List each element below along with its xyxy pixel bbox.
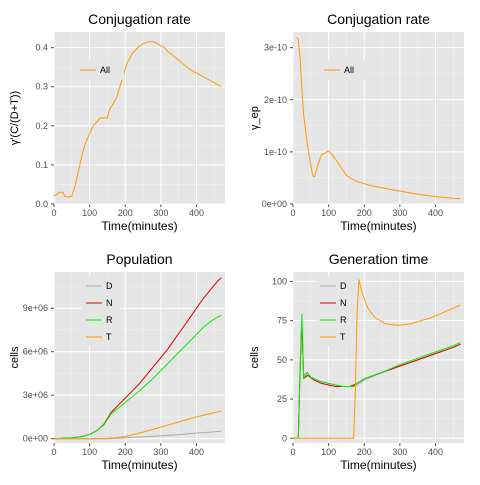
y-tick-label: 3e-10	[264, 43, 287, 53]
legend-label: T	[106, 332, 112, 342]
x-tick-label: 200	[118, 447, 133, 457]
y-tick-label: 0.3	[35, 82, 48, 92]
series-line-t	[54, 410, 222, 440]
legend-box	[76, 60, 124, 80]
y-axis-label: cells	[9, 346, 21, 369]
y-tick-label: 75	[277, 316, 287, 326]
x-tick-label: 0	[290, 208, 295, 218]
legend-label: D	[106, 281, 113, 291]
x-tick-label: 200	[357, 447, 372, 457]
x-axis-label: Time(minutes)	[101, 458, 177, 472]
x-tick-label: 100	[321, 447, 336, 457]
y-tick-label: 0	[282, 433, 287, 443]
x-axis-label: Time(minutes)	[340, 219, 416, 233]
plot-background	[54, 32, 225, 204]
chart-panel-4: 0 100 200 300 400 0 25 50 75 100 Generation time Ti…	[249, 251, 464, 472]
y-tick-label: 25	[277, 394, 287, 404]
x-tick-label: 400	[189, 208, 204, 218]
legend-label: All	[100, 65, 110, 75]
legend-label: R	[106, 315, 113, 325]
y-tick-label: 0.0	[35, 199, 48, 209]
legend-label: T	[340, 332, 346, 342]
series-line-t	[293, 279, 461, 439]
x-tick-label: 400	[428, 208, 443, 218]
x-axis-label: Time(minutes)	[340, 458, 416, 472]
series-line-r	[53, 315, 222, 440]
x-tick-label: 200	[357, 208, 372, 218]
legend-label: D	[340, 281, 347, 291]
chart-title: Conjugation rate	[327, 11, 430, 27]
y-axis-label: γ_ep	[249, 106, 261, 130]
y-tick-label: 0.4	[35, 43, 48, 53]
y-axis-label: γ'(C/(D+T))	[9, 91, 21, 145]
y-tick-label: 0.2	[35, 121, 48, 131]
x-tick-label: 300	[392, 208, 407, 218]
x-tick-label: 0	[290, 447, 295, 457]
legend-box	[316, 276, 354, 346]
y-tick-label: 1e-10	[264, 147, 287, 157]
x-tick-label: 0	[51, 208, 56, 218]
legend-label: All	[344, 65, 354, 75]
y-tick-label: 9e+06	[23, 303, 48, 313]
y-axis-label: cells	[249, 346, 261, 369]
x-tick-label: 400	[189, 447, 204, 457]
plot-background	[54, 272, 225, 443]
legend-label: R	[340, 315, 347, 325]
chart-panel-3: 0 100 200 300 400 0e+00 3e+06 6e+06 9e+06 Populat…	[9, 251, 225, 472]
x-tick-label: 300	[153, 208, 168, 218]
x-tick-label: 100	[82, 208, 97, 218]
series-line-all	[296, 36, 461, 200]
y-tick-label: 2e-10	[264, 95, 287, 105]
chart-title: Population	[106, 251, 172, 267]
legend: All	[320, 60, 368, 80]
y-tick-label: 50	[277, 355, 287, 365]
x-tick-label: 300	[392, 447, 407, 457]
chart-title: Conjugation rate	[88, 11, 191, 27]
legend-box	[320, 60, 368, 80]
y-tick-label: 0e+00	[23, 434, 48, 444]
x-tick-label: 100	[82, 447, 97, 457]
y-tick-label: 6e+06	[23, 347, 48, 357]
legend: All	[76, 60, 124, 80]
x-tick-label: 100	[321, 208, 336, 218]
legend-label: N	[106, 298, 113, 308]
chart-panel-1: 0 100 200 300 400 0.0 0.1 0.2 0.3 0.4 Conjugation …	[9, 11, 225, 233]
x-tick-label: 400	[428, 447, 443, 457]
x-tick-label: 300	[153, 447, 168, 457]
y-tick-label: 0e+00	[262, 199, 287, 209]
x-axis-label: Time(minutes)	[101, 219, 177, 233]
series-line-r	[293, 313, 461, 439]
chart-title: Generation time	[329, 251, 429, 267]
legend-box	[82, 276, 120, 346]
x-tick-label: 0	[51, 447, 56, 457]
legend-label: N	[340, 298, 347, 308]
y-tick-label: 100	[272, 276, 287, 286]
x-tick-label: 200	[118, 208, 133, 218]
y-tick-label: 3e+06	[23, 390, 48, 400]
y-tick-label: 0.1	[35, 160, 48, 170]
chart-panel-2: 0 100 200 300 400 0e+00 1e-10 2e-10 3e-10 Conjuga…	[249, 11, 464, 233]
series-line-all	[53, 41, 222, 198]
